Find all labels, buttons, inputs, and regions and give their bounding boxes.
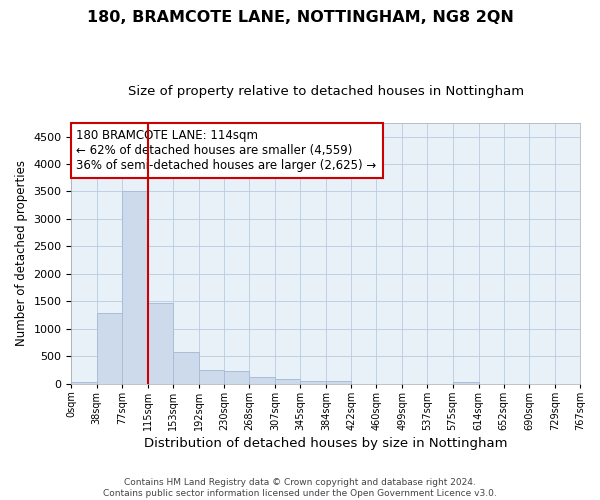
Bar (275, 379, 300, 384)
Y-axis label: Number of detached properties: Number of detached properties (15, 160, 28, 346)
Text: Contains HM Land Registry data © Crown copyright and database right 2024.
Contai: Contains HM Land Registry data © Crown c… (103, 478, 497, 498)
X-axis label: Distribution of detached houses by size in Nottingham: Distribution of detached houses by size … (144, 437, 508, 450)
Title: Size of property relative to detached houses in Nottingham: Size of property relative to detached ho… (128, 85, 524, 98)
Bar (71, 382, 97, 384)
Text: 180, BRAMCOTE LANE, NOTTINGHAM, NG8 2QN: 180, BRAMCOTE LANE, NOTTINGHAM, NG8 2QN (86, 10, 514, 25)
Text: 180 BRAMCOTE LANE: 114sqm
← 62% of detached houses are smaller (4,559)
36% of se: 180 BRAMCOTE LANE: 114sqm ← 62% of detac… (76, 130, 377, 172)
Bar (224, 371, 249, 384)
Bar (122, 192, 148, 384)
Bar (148, 304, 173, 384)
Bar (326, 382, 351, 384)
Bar (452, 382, 479, 384)
Bar (173, 352, 199, 384)
Bar (199, 370, 224, 384)
Bar (249, 377, 275, 384)
Bar (300, 380, 326, 384)
Bar (97, 314, 122, 384)
